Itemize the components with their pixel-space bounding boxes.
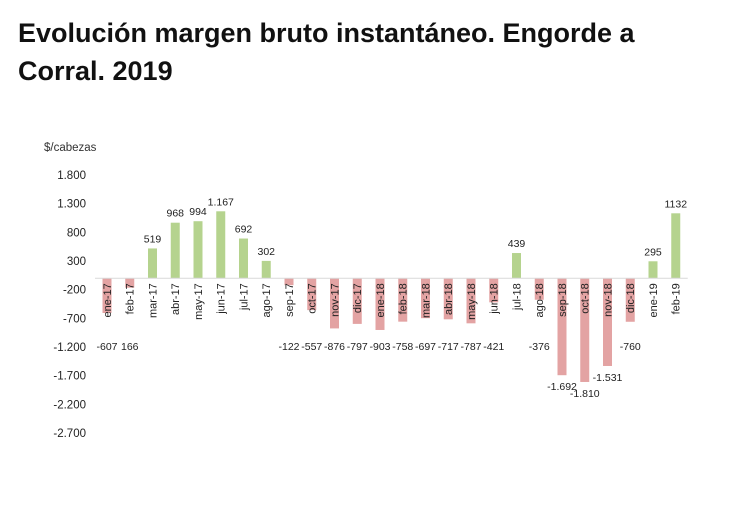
bar bbox=[125, 278, 135, 288]
x-tick-label: jun-17 bbox=[216, 283, 228, 315]
bar bbox=[625, 278, 635, 322]
data-label: 1.167 bbox=[208, 196, 234, 208]
y-axis-ticks: 1.800 1.300 800 300 -200 -700 -1.200 -1.700 -2.2… bbox=[53, 170, 86, 440]
data-label: -607 bbox=[96, 341, 117, 353]
data-label: 968 bbox=[166, 208, 184, 220]
data-label: -787 bbox=[460, 341, 481, 353]
x-tick-label: oct-17 bbox=[307, 283, 319, 314]
y-tick-label: 1.300 bbox=[57, 199, 86, 211]
x-tick-label: mar-17 bbox=[148, 283, 160, 318]
bar bbox=[284, 278, 294, 286]
x-tick-label: sep-17 bbox=[284, 283, 296, 317]
bar bbox=[534, 278, 544, 300]
y-tick-label: -200 bbox=[63, 285, 86, 297]
x-tick-label: nov-18 bbox=[603, 283, 615, 317]
bar bbox=[330, 278, 339, 329]
bar bbox=[443, 278, 453, 320]
bar bbox=[261, 260, 271, 279]
y-tick-label: -2.200 bbox=[53, 399, 86, 411]
bar bbox=[216, 211, 226, 279]
data-label: 1132 bbox=[664, 198, 687, 210]
data-label: 519 bbox=[144, 233, 162, 245]
x-tick-label: feb-18 bbox=[398, 283, 410, 314]
bar bbox=[193, 221, 203, 279]
data-label: 295 bbox=[644, 246, 662, 258]
data-label: -760 bbox=[620, 341, 641, 353]
data-label: -122 bbox=[278, 341, 299, 353]
y-tick-label: -2.700 bbox=[53, 428, 86, 440]
bar bbox=[466, 278, 476, 324]
bar bbox=[239, 238, 248, 279]
data-label: -717 bbox=[438, 341, 459, 353]
bar bbox=[421, 278, 430, 319]
data-label: -797 bbox=[347, 341, 368, 353]
data-label: -876 bbox=[324, 341, 345, 353]
x-axis-labels: ene-17 feb-17 mar-17 abr-17 may-17 jun-17 jul-… bbox=[102, 283, 683, 320]
data-label: -421 bbox=[483, 341, 504, 353]
x-tick-label: dic-18 bbox=[625, 283, 637, 313]
data-label: 302 bbox=[257, 246, 275, 258]
y-tick-label: 300 bbox=[67, 256, 86, 268]
data-label: 994 bbox=[189, 206, 207, 218]
bar bbox=[148, 248, 157, 279]
x-tick-label: dic-17 bbox=[352, 283, 364, 313]
data-label: -1.810 bbox=[570, 388, 600, 400]
x-tick-label: may-18 bbox=[466, 283, 478, 320]
x-tick-label: feb-17 bbox=[125, 283, 137, 314]
data-label: -903 bbox=[369, 341, 390, 353]
x-tick-label: abr-18 bbox=[443, 283, 455, 315]
x-tick-label: ene-17 bbox=[102, 283, 114, 317]
y-tick-label: 1.800 bbox=[57, 170, 86, 182]
data-label: -376 bbox=[529, 341, 550, 353]
data-label: -1.531 bbox=[593, 372, 623, 384]
x-tick-label: abr-17 bbox=[170, 283, 182, 315]
x-tick-label: ene-18 bbox=[375, 283, 387, 317]
y-axis-label: $/cabezas bbox=[44, 142, 97, 154]
bar bbox=[489, 278, 499, 303]
x-tick-label: mar-18 bbox=[421, 283, 433, 318]
x-tick-label: ago-17 bbox=[261, 283, 273, 317]
x-tick-label: ene-19 bbox=[648, 283, 660, 317]
x-tick-label: nov-17 bbox=[330, 283, 342, 317]
bar bbox=[102, 278, 112, 314]
bar bbox=[671, 213, 681, 279]
bar bbox=[603, 278, 612, 366]
data-label: 439 bbox=[508, 238, 526, 250]
bar bbox=[580, 278, 590, 382]
bar bbox=[307, 278, 317, 311]
data-label: -758 bbox=[392, 341, 413, 353]
x-tick-label: ago-18 bbox=[534, 283, 546, 317]
data-label: -557 bbox=[301, 341, 322, 353]
bar bbox=[557, 278, 567, 376]
bar bbox=[398, 278, 408, 322]
x-tick-label: jul-18 bbox=[512, 283, 524, 311]
bar bbox=[512, 253, 521, 279]
y-tick-label: 800 bbox=[67, 227, 86, 239]
bar bbox=[648, 261, 658, 279]
x-tick-label: may-17 bbox=[193, 283, 205, 320]
x-tick-label: jul-17 bbox=[239, 283, 251, 311]
x-tick-label: feb-19 bbox=[671, 283, 683, 314]
bars bbox=[102, 211, 681, 382]
y-tick-label: -1.700 bbox=[53, 371, 86, 383]
chart-title: Evolución margen bruto instantáneo. Engo… bbox=[18, 18, 635, 86]
y-tick-label: -1.200 bbox=[53, 342, 86, 354]
x-tick-label: sep-18 bbox=[557, 283, 569, 317]
bar bbox=[170, 222, 180, 279]
x-tick-label: jun-18 bbox=[489, 283, 501, 315]
bar bbox=[375, 278, 385, 330]
x-tick-label: oct-18 bbox=[580, 283, 592, 314]
y-tick-label: -700 bbox=[63, 313, 86, 325]
bar bbox=[352, 278, 362, 324]
data-label: 692 bbox=[235, 224, 253, 236]
data-label: 166 bbox=[121, 341, 139, 353]
data-label: -697 bbox=[415, 341, 436, 353]
data-label: -1.692 bbox=[547, 381, 577, 393]
